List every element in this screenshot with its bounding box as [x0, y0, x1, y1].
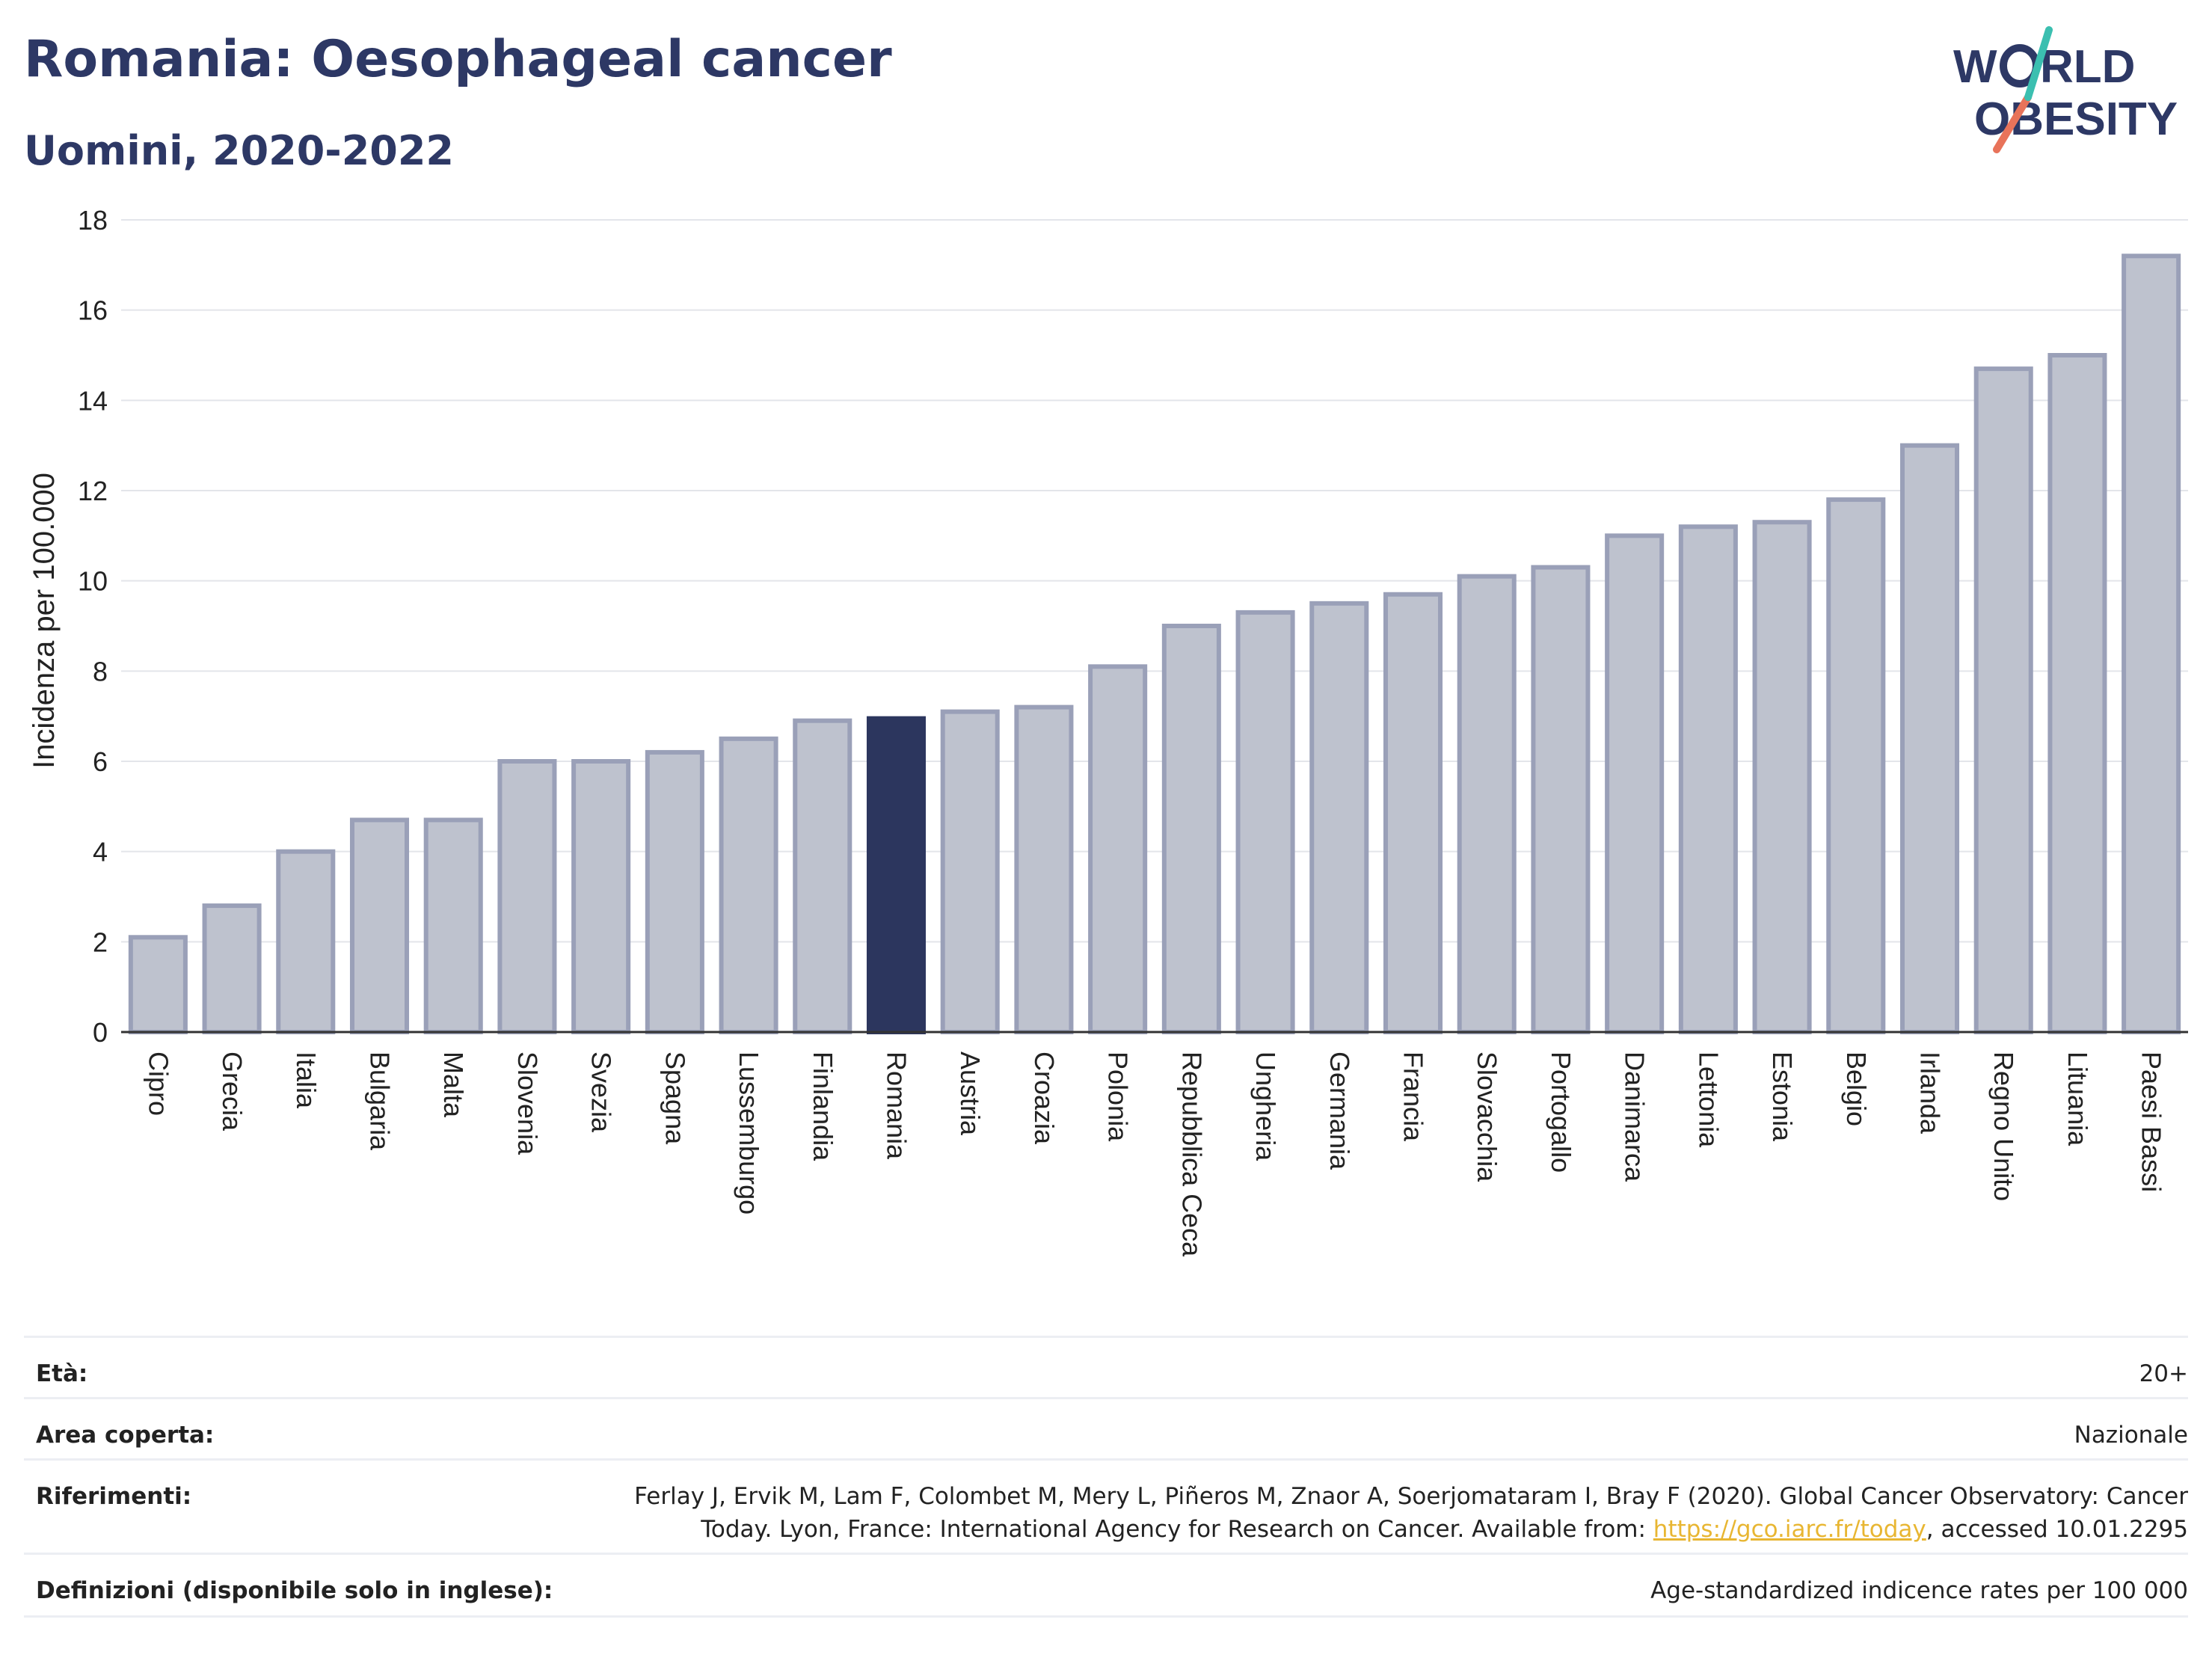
bar-polonia: [1088, 664, 1148, 1034]
reference-line-2: Today. Lyon, France: International Agenc…: [634, 1513, 2188, 1546]
bar-slovenia: [497, 759, 557, 1034]
y-tick-label: 4: [93, 837, 108, 868]
reference-accessed: , accessed 10.01.2295: [1926, 1516, 2188, 1543]
bar-estonia: [1752, 520, 1812, 1034]
info-label-definitions: Definizioni (disponibile solo in inglese…: [36, 1577, 553, 1604]
x-tick-label: Francia: [1398, 1051, 1429, 1142]
bar-slovacchia: [1457, 574, 1517, 1034]
bar-lettonia: [1678, 524, 1738, 1034]
info-value-age: 20+: [2139, 1360, 2188, 1387]
logo-slash-upper: [2024, 26, 2053, 101]
info-label-references: Riferimenti:: [36, 1483, 192, 1510]
reference-link[interactable]: https://gco.iarc.fr/today: [1653, 1516, 1926, 1543]
x-tick-label: Lituania: [2062, 1051, 2093, 1146]
info-row-definitions: Definizioni (disponibile solo in inglese…: [24, 1553, 2188, 1616]
page-subtitle: Uomini, 2020-2022: [24, 127, 454, 174]
x-tick-label: Lussemburgo: [734, 1051, 764, 1215]
info-value-area: Nazionale: [2074, 1422, 2188, 1449]
bar-danimarca: [1605, 533, 1665, 1034]
x-tick-label: Spagna: [660, 1051, 690, 1145]
bar-lituania: [2047, 353, 2107, 1034]
world-obesity-logo: W RLD OBESITY: [1953, 26, 2178, 153]
bar-repubblica-ceca: [1161, 624, 1221, 1034]
page-title: Romania: Oesophageal cancer: [24, 30, 892, 89]
info-row-area: Area coperta: Nazionale: [24, 1397, 2188, 1459]
y-tick-label: 14: [78, 385, 108, 416]
bar-portogallo: [1531, 565, 1591, 1034]
bar-bulgaria: [349, 817, 410, 1035]
x-tick-label: Finlandia: [808, 1051, 838, 1161]
x-tick-label: Slovacchia: [1472, 1051, 1502, 1182]
y-tick-label: 18: [78, 205, 108, 236]
x-tick-label: Grecia: [217, 1051, 248, 1132]
info-table: Età: 20+ Area coperta: Nazionale Riferim…: [24, 1336, 2188, 1620]
y-tick-label: 2: [93, 927, 108, 957]
x-tick-label: Lettonia: [1693, 1051, 1724, 1148]
x-tick-label: Paesi Bassi: [2136, 1051, 2167, 1192]
info-row-age: Età: 20+: [24, 1336, 2188, 1398]
x-tick-label: Germania: [1324, 1051, 1355, 1170]
info-table-bottom-border: [24, 1615, 2188, 1618]
bar-belgio: [1826, 497, 1886, 1034]
bar-regno-unito: [1973, 366, 2033, 1035]
x-tick-label: Malta: [438, 1051, 469, 1118]
info-row-references: Riferimenti: Ferlay J, Ervik M, Lam F, C…: [24, 1458, 2188, 1553]
info-value-references: Ferlay J, Ervik M, Lam F, Colombet M, Me…: [634, 1480, 2188, 1546]
x-tick-label: Regno Unito: [1988, 1051, 2019, 1201]
x-tick-label: Austria: [955, 1051, 986, 1136]
y-tick-label: 8: [93, 656, 108, 687]
y-tick-label: 6: [93, 746, 108, 777]
y-tick-label: 0: [93, 1017, 108, 1048]
bar-paesi-bassi: [2122, 254, 2181, 1034]
bar-svezia: [571, 759, 631, 1034]
x-tick-label: Romania: [882, 1051, 912, 1160]
bar-finlandia: [793, 718, 852, 1034]
x-tick-label: Belgio: [1841, 1051, 1872, 1126]
info-value-definitions: Age-standardized indicence rates per 100…: [1650, 1577, 2188, 1604]
bar-romania: [866, 716, 927, 1035]
bar-spagna: [645, 749, 704, 1035]
x-tick-label: Bulgaria: [365, 1051, 396, 1151]
x-tick-label: Slovenia: [512, 1051, 543, 1155]
y-tick-label: 10: [78, 566, 108, 597]
bar-malta: [423, 817, 483, 1035]
bar-grecia: [202, 903, 262, 1034]
y-tick-labels: 0 2 4 6 8 10 12 14 16 18: [78, 205, 108, 1048]
x-tick-label: Danimarca: [1620, 1051, 1650, 1182]
y-axis-label: Incidenza per 100.000: [28, 473, 61, 769]
y-tick-label: 12: [78, 476, 108, 506]
x-tick-label: Ungheria: [1250, 1051, 1281, 1161]
x-tick-label: Polonia: [1103, 1051, 1134, 1142]
bar-irlanda: [1899, 443, 1960, 1034]
x-tick-label: Portogallo: [1546, 1051, 1576, 1173]
bars: [128, 254, 2181, 1035]
bar-italia: [276, 849, 336, 1034]
x-tick-label: Repubblica Ceca: [1176, 1051, 1207, 1257]
y-tick-label: 16: [78, 295, 108, 326]
reference-line-2-text: Today. Lyon, France: International Agenc…: [701, 1516, 1653, 1543]
info-label-area: Area coperta:: [36, 1422, 215, 1449]
bar-francia: [1383, 592, 1443, 1034]
logo-slash-lower: [1993, 93, 2032, 153]
bar-austria: [940, 709, 1000, 1035]
bar-chart: 0 2 4 6 8 10 12 14 16 18 Cipro Grecia Italia Bulgari…: [28, 205, 2188, 1257]
x-tick-label: Svezia: [586, 1051, 617, 1133]
logo-text-world-rest: RLD: [2040, 41, 2135, 93]
bar-ungheria: [1235, 610, 1295, 1034]
x-tick-labels: Cipro Grecia Italia Bulgaria Malta Slovenia Sv…: [143, 1051, 2166, 1257]
x-tick-label: Irlanda: [1915, 1051, 1946, 1134]
bar-germania: [1309, 601, 1369, 1034]
bar-lussemburgo: [719, 736, 778, 1034]
bar-croazia: [1014, 704, 1074, 1034]
x-tick-label: Estonia: [1767, 1051, 1798, 1142]
bar-cipro: [128, 935, 188, 1035]
info-label-age: Età:: [36, 1360, 88, 1387]
x-tick-label: Cipro: [143, 1051, 173, 1116]
logo-text-world-w: W: [1953, 41, 1997, 93]
x-tick-label: Croazia: [1029, 1051, 1060, 1145]
x-tick-label: Italia: [291, 1051, 322, 1109]
reference-line-1: Ferlay J, Ervik M, Lam F, Colombet M, Me…: [634, 1483, 2188, 1510]
